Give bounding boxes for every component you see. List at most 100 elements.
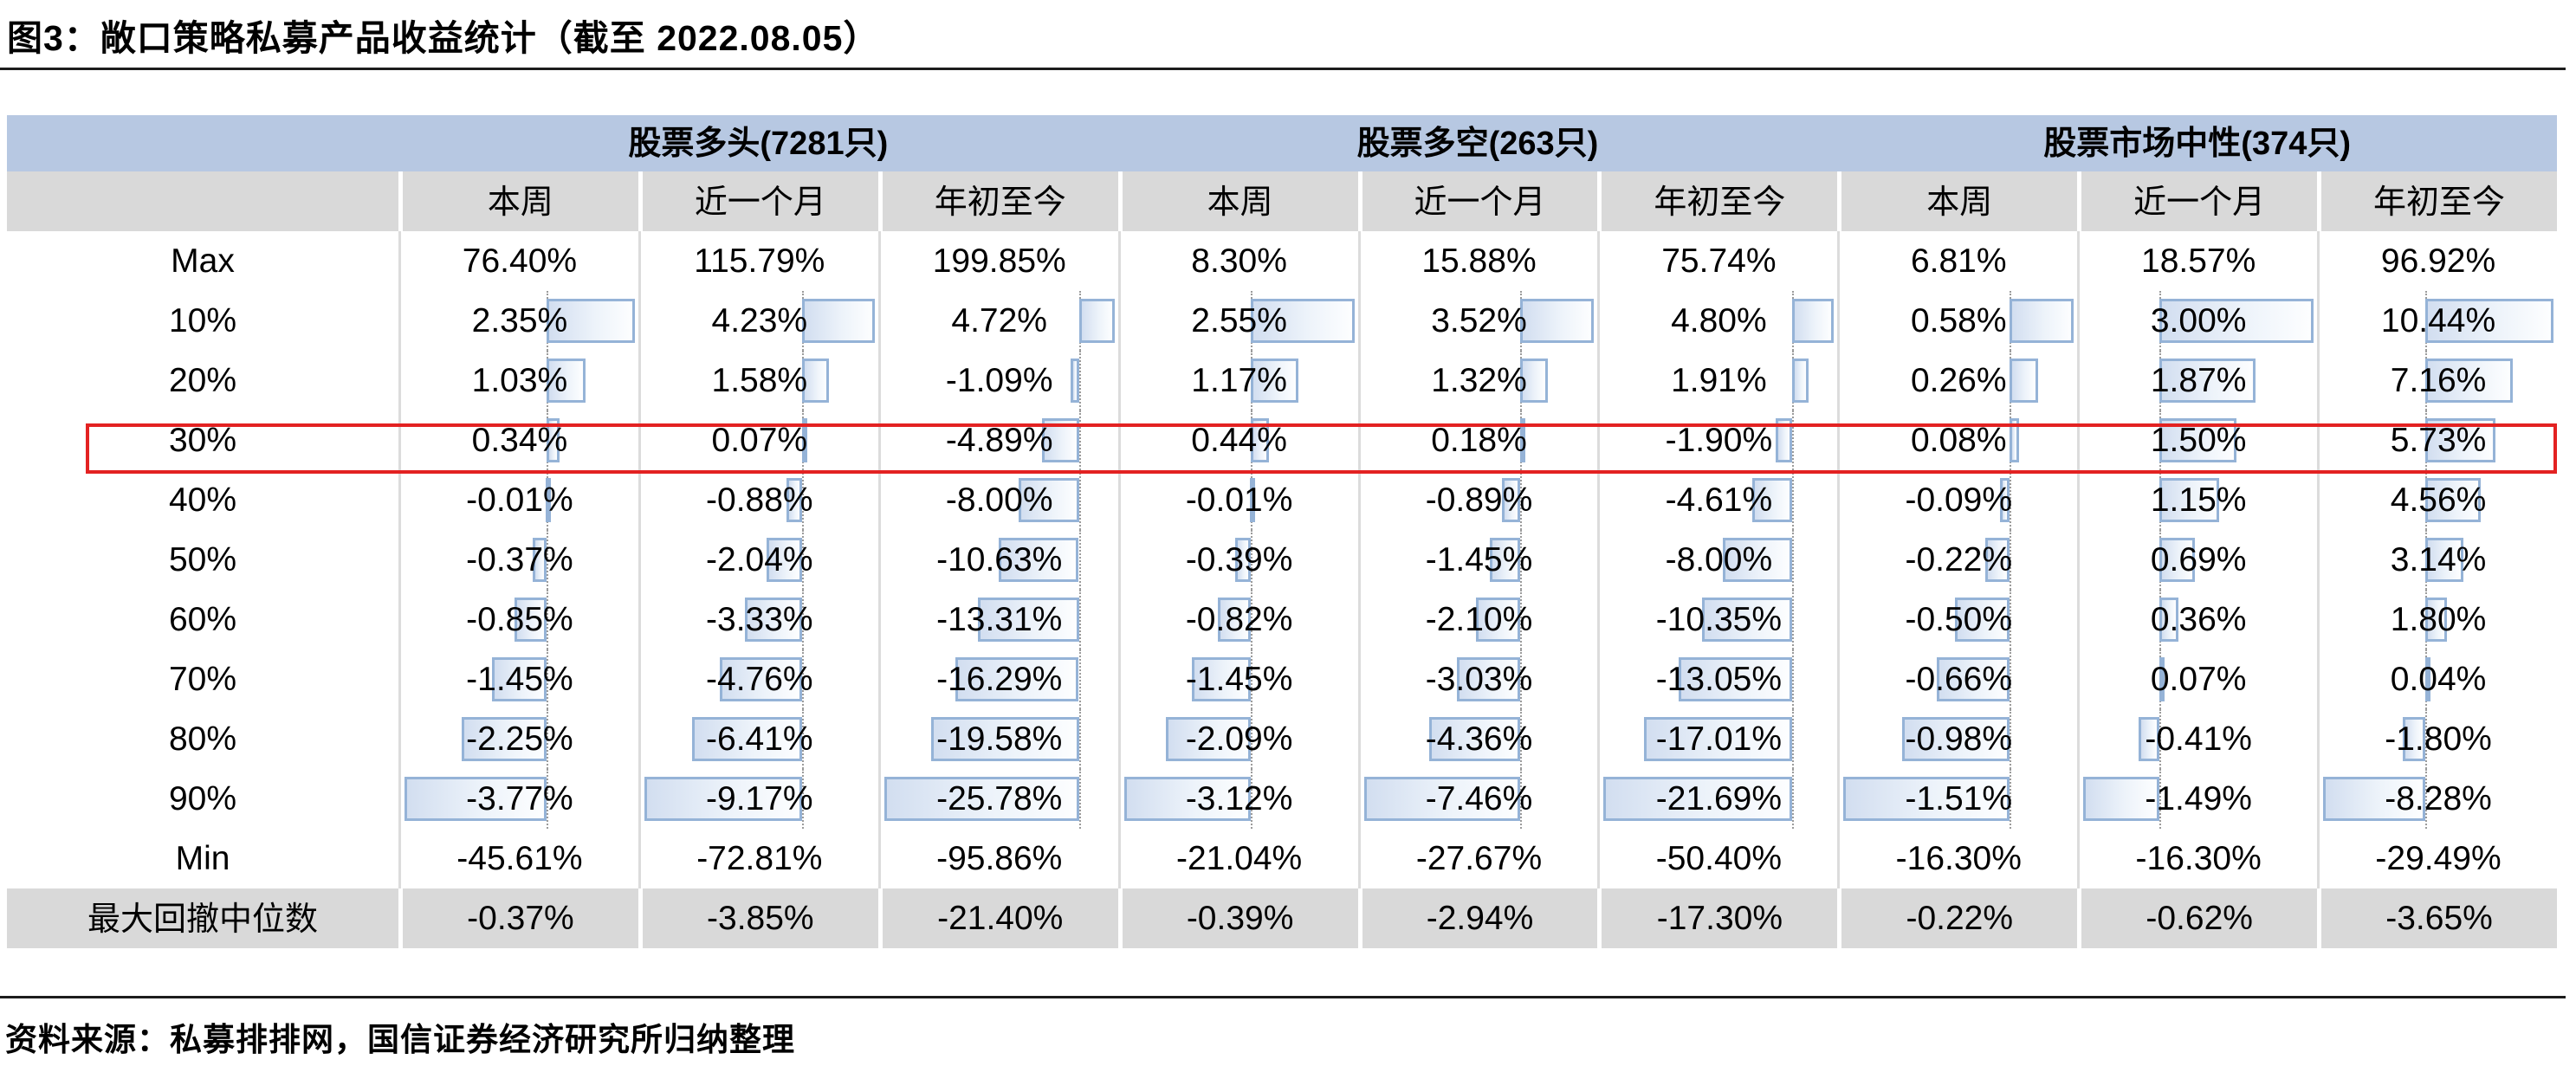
bar-axis bbox=[1792, 709, 1795, 769]
group-header-1-text: 股票多头(7281只) bbox=[628, 125, 889, 162]
data-bar bbox=[1165, 717, 1251, 761]
bar-layer bbox=[405, 410, 635, 470]
bar-axis bbox=[2424, 709, 2427, 769]
data-bar bbox=[1250, 299, 1355, 343]
value-cell: 0.08% bbox=[1837, 410, 2077, 470]
bar-axis bbox=[2159, 709, 2162, 769]
bar-axis bbox=[1078, 769, 1081, 829]
data-bar bbox=[1234, 538, 1251, 582]
value-cell: -0.09% bbox=[1837, 470, 2077, 530]
data-bar bbox=[801, 299, 875, 343]
value-cell: -0.39% bbox=[1117, 530, 1358, 590]
data-bar bbox=[1792, 299, 1835, 343]
bar-layer bbox=[884, 291, 1115, 351]
bar-layer bbox=[1603, 410, 1834, 470]
figure-title: 图3：敞口策略私募产品收益统计（截至 2022.08.05） bbox=[7, 18, 880, 58]
group-header-2-text: 股票多空(263只) bbox=[1356, 125, 1599, 162]
value-cell: 1.03% bbox=[398, 351, 638, 410]
period-header: 本周 bbox=[398, 171, 638, 231]
bar-layer bbox=[1364, 649, 1595, 709]
value-cell-text: -2.25% bbox=[466, 720, 573, 758]
data-bar bbox=[2424, 538, 2464, 582]
data-bar bbox=[2159, 478, 2219, 522]
value-cell-text: -72.81% bbox=[696, 840, 823, 877]
value-cell-text: -16.29% bbox=[936, 661, 1063, 698]
value-cell-text: 199.85% bbox=[932, 242, 1066, 280]
value-cell: -3.03% bbox=[1357, 649, 1598, 709]
value-cell: 0.07% bbox=[638, 410, 878, 470]
value-cell-text: 0.69% bbox=[2150, 541, 2247, 578]
bar-axis bbox=[1792, 530, 1795, 590]
bar-layer bbox=[1123, 769, 1355, 829]
value-cell-text: -2.09% bbox=[1185, 720, 1293, 758]
bar-axis bbox=[1792, 590, 1795, 649]
value-cell: -1.45% bbox=[1357, 530, 1598, 590]
value-cell: 1.58% bbox=[638, 351, 878, 410]
value-cell: 1.32% bbox=[1357, 351, 1598, 410]
summary-value-cell: -0.22% bbox=[1837, 888, 2078, 948]
data-bar bbox=[2010, 359, 2039, 403]
value-cell: 10.44% bbox=[2317, 291, 2557, 351]
period-header-text: 近一个月 bbox=[1414, 182, 1546, 221]
period-header-text: 本周 bbox=[1926, 182, 1993, 221]
bar-layer bbox=[405, 351, 635, 410]
value-cell-text: 3.52% bbox=[1431, 302, 1527, 339]
value-cell: 0.69% bbox=[2077, 530, 2317, 590]
row-label-text: Min bbox=[175, 840, 230, 877]
data-bar bbox=[2323, 777, 2425, 821]
value-cell-text: -13.31% bbox=[936, 601, 1063, 638]
bar-layer bbox=[644, 470, 875, 530]
bar-layer bbox=[884, 590, 1115, 649]
bar-axis bbox=[2010, 590, 2012, 649]
value-cell: -4.76% bbox=[638, 649, 878, 709]
bar-layer bbox=[1843, 291, 2074, 351]
bar-axis bbox=[2010, 470, 2012, 530]
value-cell: 4.23% bbox=[638, 291, 878, 351]
bar-axis bbox=[1792, 649, 1795, 709]
value-cell-text: -4.61% bbox=[1665, 481, 1773, 519]
data-bar bbox=[2159, 299, 2314, 343]
row-label: 30% bbox=[7, 410, 398, 470]
value-cell: 3.00% bbox=[2077, 291, 2317, 351]
value-cell: 0.36% bbox=[2077, 590, 2317, 649]
row-label: Min bbox=[7, 829, 398, 888]
value-cell-text: -6.41% bbox=[706, 720, 813, 758]
bar-axis bbox=[546, 590, 548, 649]
bar-axis bbox=[1078, 649, 1081, 709]
period-header: 近一个月 bbox=[638, 171, 878, 231]
data-bar bbox=[955, 657, 1079, 701]
value-cell: 1.87% bbox=[2077, 351, 2317, 410]
data-bar bbox=[930, 717, 1079, 761]
period-header-text: 年初至今 bbox=[1654, 182, 1786, 221]
summary-value-cell: -17.30% bbox=[1597, 888, 1838, 948]
data-bar bbox=[1843, 777, 2010, 821]
value-cell-text: -8.00% bbox=[945, 481, 1053, 519]
row-label-text: 30% bbox=[168, 422, 237, 459]
value-cell-text: 2.35% bbox=[471, 302, 568, 339]
bar-layer bbox=[1843, 351, 2074, 410]
value-cell: -27.67% bbox=[1357, 829, 1598, 888]
value-cell-text: 1.58% bbox=[711, 362, 808, 399]
value-cell: 2.35% bbox=[398, 291, 638, 351]
data-bar bbox=[2424, 598, 2448, 642]
value-cell-text: 5.73% bbox=[2390, 422, 2487, 459]
bar-layer bbox=[884, 649, 1115, 709]
summary-value-cell-text: -2.94% bbox=[1426, 900, 1534, 937]
data-bar bbox=[2139, 717, 2160, 761]
bar-axis bbox=[2010, 530, 2012, 590]
value-cell-text: 76.40% bbox=[462, 242, 578, 280]
data-bar bbox=[1679, 657, 1793, 701]
data-bar bbox=[2010, 299, 2074, 343]
data-bar bbox=[2159, 538, 2196, 582]
bar-layer bbox=[1124, 590, 1355, 649]
value-cell-text: -0.39% bbox=[1185, 541, 1293, 578]
bar-layer bbox=[1843, 649, 2074, 709]
data-bar bbox=[546, 299, 635, 343]
bar-axis bbox=[2010, 709, 2012, 769]
value-cell: 18.57% bbox=[2077, 231, 2317, 291]
row-label-text: 10% bbox=[168, 302, 237, 339]
value-cell: -3.77% bbox=[398, 769, 638, 829]
value-cell: 1.17% bbox=[1117, 351, 1358, 410]
data-bar bbox=[978, 598, 1079, 642]
